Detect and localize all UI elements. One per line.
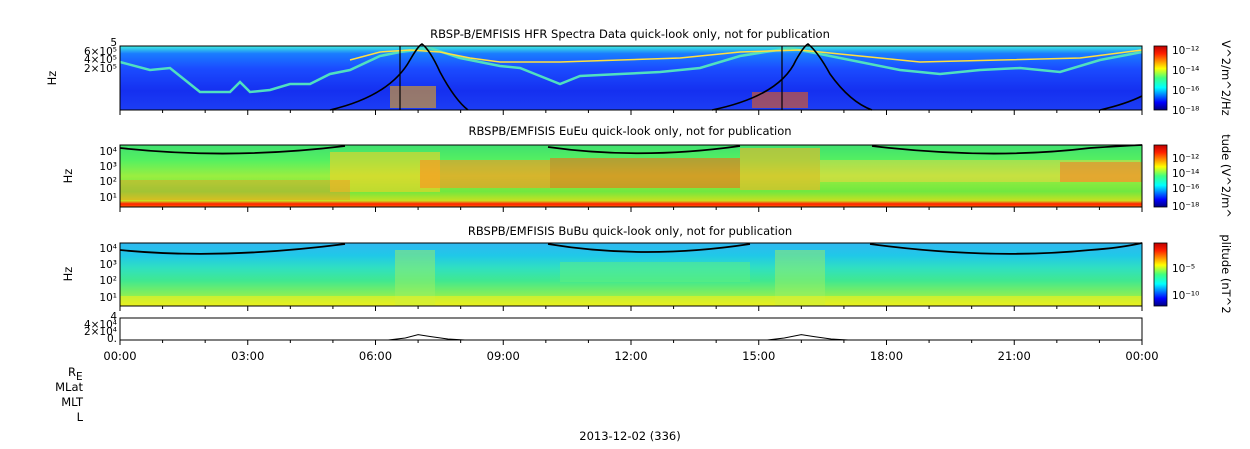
row-label-mlt: MLT [61,395,84,409]
row-label-r-subscript: E [76,371,83,383]
hfr-colorbar: 10⁻¹² 10⁻¹⁴ 10⁻¹⁶ 10⁻¹⁸ V^2/m^2/Hz [1153,40,1233,117]
date-label: 2013-12-02 (336) [579,429,680,443]
hfr-cb-tick-2: 10⁻¹⁴ [1172,65,1199,77]
line-ytick-4: 4×10⁴ [84,319,117,331]
eu-ytick-1: 10¹ [99,192,117,204]
hfr-cb-label: V^2/m^2/Hz [1219,40,1233,115]
x-tick-label-0000: 00:00 [103,349,136,363]
eu-cb-tick-1: 10⁻¹² [1172,153,1199,165]
hfr-spectrogram [119,43,1143,111]
bu-fce-curve [119,242,1143,255]
hfr-fce-curve-1 [329,43,469,111]
bu-panel-title: RBSPB/EMFISIS BuBu quick-look only, not … [468,224,792,238]
bu-band-1 [560,262,750,282]
hfr-cb-tick-4: 10⁻¹⁸ [1172,105,1199,117]
hfr-colorbar-scale [1153,45,1168,111]
eu-panel-title: RBSPB/EMFISIS EuEu quick-look only, not … [468,124,791,138]
bu-cb-label: plitude (nT^2 [1219,234,1233,313]
eu-cb-tick-3: 10⁻¹⁶ [1172,183,1199,195]
eu-fce-curve [119,144,1143,155]
eu-cb-label: tude (V^2/m^ [1219,134,1233,218]
hfr-ylabel: Hz [45,71,59,86]
x-tick-label-2100: 21:00 [998,349,1031,363]
bu-ytick-1: 10¹ [99,292,117,304]
x-axis-labels: 00:00 03:00 06:00 09:00 12:00 15:00 18:0… [103,349,1158,363]
x-tick-label-0300: 03:00 [231,349,264,363]
eu-cb-tick-2: 10⁻¹⁴ [1172,168,1199,180]
eu-ytick-2: 10² [99,176,117,188]
bu-colorbar: 10⁻⁵ 10⁻¹⁰ plitude (nT^2 [1153,234,1233,314]
hfr-cb-tick-3: 10⁻¹⁶ [1172,85,1199,97]
eu-colorbar-scale [1153,144,1168,208]
bu-ylabel: Hz [61,267,75,282]
x-tick-label-1500: 15:00 [742,349,775,363]
hfr-y-axis: 5 6×10⁵ 4×10⁵ 2×10⁵ Hz [45,37,117,85]
line-panel: 4 4×10⁴ 2×10⁴ 0. [84,311,1143,345]
x-tick-label-2400: 00:00 [1125,349,1158,363]
eu-band-4 [740,148,820,190]
eu-y-axis: 10⁴ 10³ 10² 10¹ Hz [61,146,117,204]
bu-colorbar-scale [1153,242,1168,307]
hfr-ytop-label: 5 [110,37,117,49]
hfr-panel-title: RBSP-B/EMFISIS HFR Spectra Data quick-lo… [430,27,830,41]
bu-spectrogram [119,242,1143,307]
bu-cb-tick-2: 10⁻¹⁰ [1172,290,1199,302]
eu-colorbar: 10⁻¹² 10⁻¹⁴ 10⁻¹⁶ 10⁻¹⁸ tude (V^2/m^ [1153,134,1233,218]
line-series [120,334,1142,341]
eu-band-2 [420,160,550,188]
eu-band-3 [550,158,740,188]
eu-ytick-4: 10⁴ [99,146,117,158]
bu-y-axis: 10⁴ 10³ 10² 10¹ Hz [61,243,117,304]
eu-cb-tick-4: 10⁻¹⁸ [1172,201,1199,213]
eu-spectrogram [119,144,1143,208]
hfr-fce-curve-3 [1099,95,1143,111]
hfr-ytick-6: 6×10⁵ [84,46,117,58]
line-ytick-2: 2×10⁴ [84,326,117,338]
x-tick-label-0900: 09:00 [487,349,520,363]
row-label-l: L [77,410,84,424]
hfr-perigee-2 [752,92,808,108]
hfr-fce-curve-2 [711,43,873,111]
eu-lowfreq-bursts [120,180,350,200]
bu-ytick-2: 10² [99,275,117,287]
hfr-background [120,46,1142,110]
hfr-ytick-2: 2×10⁵ [84,63,117,75]
hfr-secondary-band [349,49,1143,63]
bu-cb-tick-1: 10⁻⁵ [1172,263,1195,275]
eu-ytick-3: 10³ [99,161,117,173]
row-label-mlat: MLat [55,380,83,394]
x-tick-label-1200: 12:00 [614,349,647,363]
hfr-cb-tick-1: 10⁻¹² [1172,45,1199,57]
hfr-emission-band [119,46,1143,94]
line-ytop-label: 4 [110,311,117,323]
eu-ylabel: Hz [61,169,75,184]
row-label-r: R [68,365,76,379]
ephemeris-row-labels: R E MLat MLT L [55,365,84,424]
line-ytick-0: 0. [107,333,117,345]
x-tick-label-1800: 18:00 [870,349,903,363]
hfr-ytick-4: 4×10⁵ [84,54,117,66]
hfr-perigee-1 [390,86,436,108]
line-frame [119,317,1143,341]
x-tick-label-0600: 06:00 [359,349,392,363]
eu-band-6 [1060,162,1142,182]
bu-ytick-3: 10³ [99,259,117,271]
bu-lowfreq-band [120,296,1142,306]
bu-ytick-4: 10⁴ [99,243,117,255]
x-axis-ticks [119,110,1143,345]
